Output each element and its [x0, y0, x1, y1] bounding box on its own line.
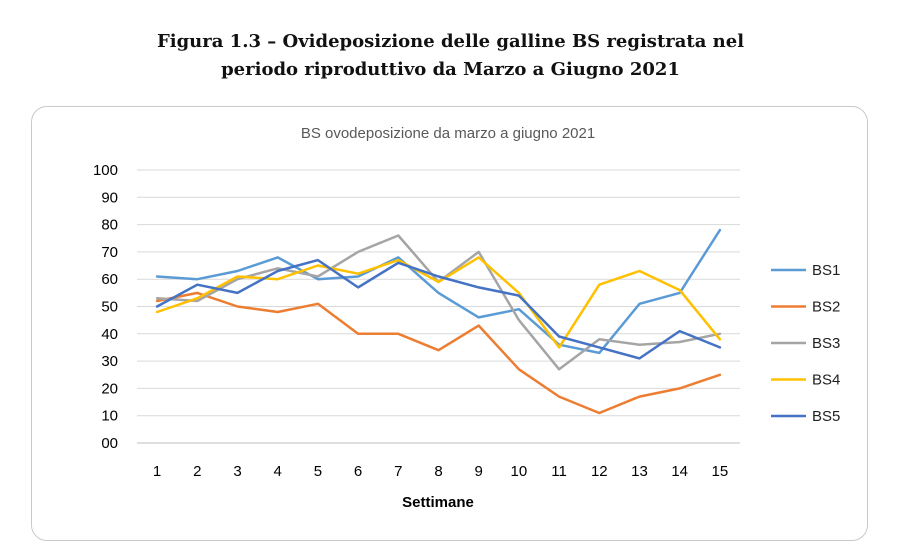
x-tick-label: 10	[511, 463, 528, 480]
y-tick-label: 20	[101, 380, 118, 397]
x-tick-label: 5	[314, 463, 322, 480]
series-line-bs4	[155, 256, 722, 349]
x-tick-label: 15	[712, 463, 729, 480]
y-tick-label: 60	[101, 271, 118, 288]
chart-container	[31, 106, 868, 541]
y-tick-label: 40	[101, 326, 118, 343]
series-line-bs2	[155, 291, 722, 415]
x-tick-label: 3	[233, 463, 241, 480]
y-tick-label: 00	[101, 435, 118, 452]
legend-label: BS3	[812, 335, 840, 352]
y-tick-label: 50	[101, 299, 118, 316]
series-line-bs5	[155, 258, 722, 360]
y-tick-label: 90	[101, 189, 118, 206]
x-tick-label: 6	[354, 463, 362, 480]
x-tick-label: 7	[394, 463, 402, 480]
y-tick-label: 70	[101, 244, 118, 261]
gridlines	[137, 169, 740, 444]
x-axis-ticks: 1 2 3 4 5 6 7 8 9 10 11 12 13 14 15	[153, 463, 728, 480]
x-tick-label: 11	[551, 463, 567, 480]
legend-label: BS4	[812, 372, 840, 389]
y-tick-label: 30	[101, 353, 118, 370]
legend-label: BS5	[812, 408, 840, 425]
figure-caption-line1: Figura 1.3 – Ovideposizione delle gallin…	[156, 31, 745, 52]
y-tick-label: 100	[93, 162, 118, 179]
y-axis-ticks: 00 10 20 30 40 50 60 70 80 90 100	[93, 162, 118, 452]
x-tick-label: 8	[434, 463, 442, 480]
x-tick-label: 2	[193, 463, 201, 480]
x-tick-label: 14	[671, 463, 688, 480]
x-tick-label: 13	[631, 463, 648, 480]
series-lines	[155, 228, 722, 415]
figure-caption: Figura 1.3 – Ovideposizione delle gallin…	[0, 28, 901, 84]
x-tick-label: 12	[591, 463, 608, 480]
x-axis-title: Settimane	[402, 494, 474, 511]
x-tick-label: 9	[475, 463, 483, 480]
legend: BS1 BS2 BS3 BS4 BS5	[771, 262, 840, 425]
legend-label: BS2	[812, 299, 840, 316]
x-tick-label: 4	[274, 463, 282, 480]
x-tick-label: 1	[153, 463, 161, 480]
y-tick-label: 10	[101, 408, 118, 425]
chart-title: BS ovodeposizione da marzo a giugno 2021	[301, 125, 595, 142]
legend-label: BS1	[812, 262, 840, 279]
figure-caption-line2: periodo riproduttivo da Marzo a Giugno 2…	[221, 59, 680, 80]
series-line-bs1	[155, 228, 722, 355]
y-tick-label: 80	[101, 217, 118, 234]
